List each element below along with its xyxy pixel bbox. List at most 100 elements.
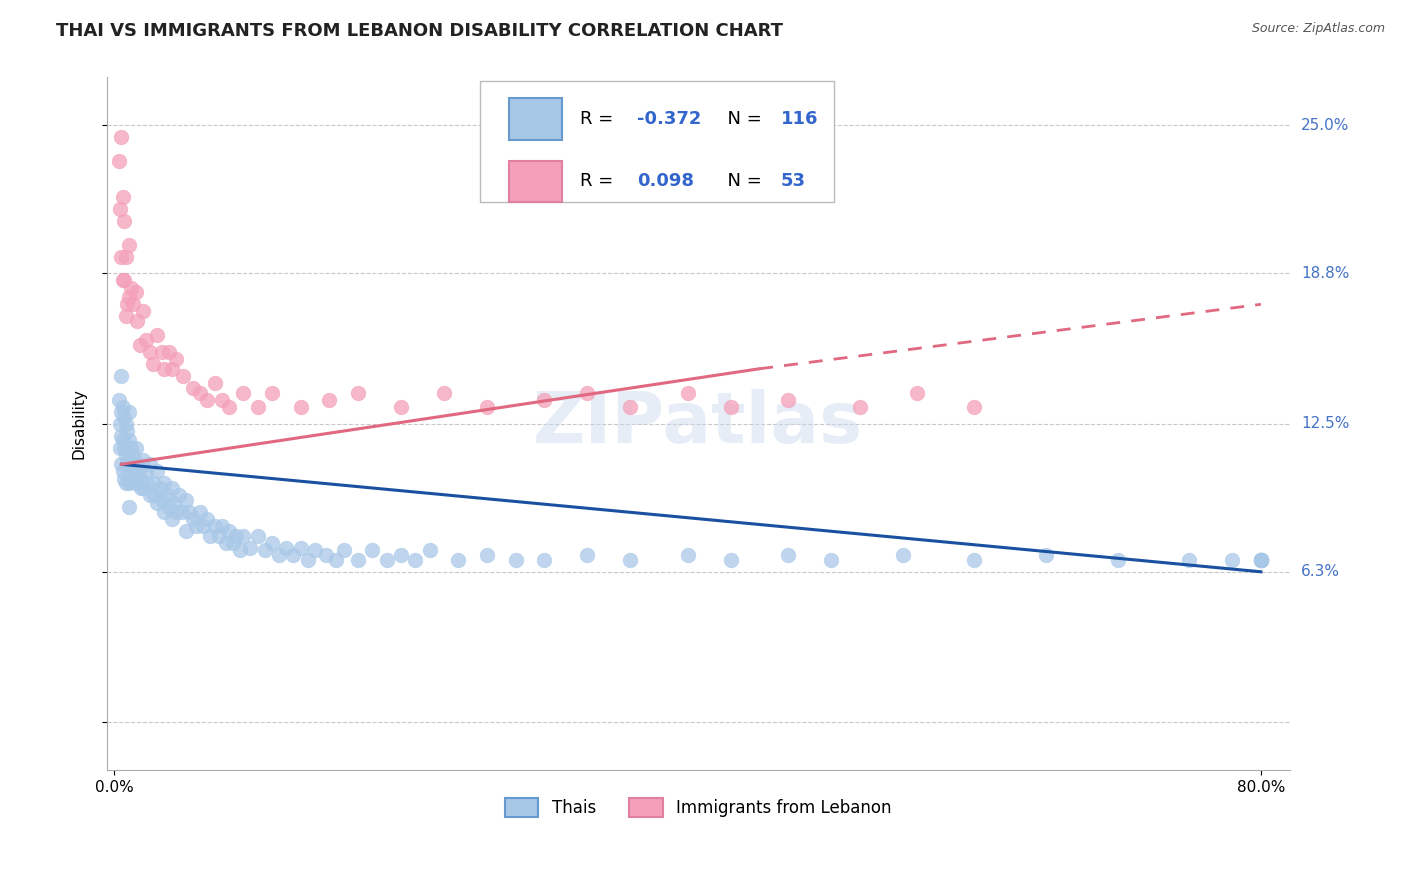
Point	[110, 458, 132, 472]
Point	[776, 392, 799, 407]
Point	[1220, 553, 1243, 567]
Point	[290, 541, 312, 555]
Point	[163, 495, 186, 509]
Text: 25.0%: 25.0%	[1302, 118, 1350, 133]
Point	[389, 400, 412, 414]
Point	[117, 452, 139, 467]
Point	[114, 250, 136, 264]
Text: 18.8%: 18.8%	[1302, 266, 1350, 281]
Point	[848, 400, 870, 414]
Point	[120, 441, 142, 455]
Point	[127, 458, 149, 472]
Point	[143, 488, 166, 502]
Bar	[509, 98, 562, 140]
Point	[1250, 553, 1272, 567]
Point	[475, 548, 498, 562]
Point	[108, 417, 131, 431]
Point	[1107, 553, 1129, 567]
Text: 116: 116	[782, 110, 818, 128]
Point	[375, 553, 398, 567]
Point	[122, 448, 145, 462]
Point	[963, 553, 986, 567]
Point	[117, 405, 139, 419]
Point	[115, 424, 138, 438]
Point	[676, 548, 699, 562]
Point	[232, 529, 254, 543]
Point	[146, 465, 169, 479]
Point	[325, 553, 347, 567]
Point	[110, 130, 132, 145]
Point	[576, 548, 599, 562]
Point	[211, 392, 233, 407]
Point	[160, 361, 183, 376]
Point	[1178, 553, 1201, 567]
Point	[260, 385, 283, 400]
Point	[111, 465, 134, 479]
Point	[676, 385, 699, 400]
Point	[153, 505, 176, 519]
Point	[111, 190, 134, 204]
Point	[433, 385, 456, 400]
Point	[246, 529, 269, 543]
Point	[1250, 553, 1272, 567]
Point	[181, 512, 204, 526]
Point	[290, 400, 312, 414]
Point	[150, 345, 173, 359]
Point	[720, 400, 742, 414]
Point	[276, 541, 298, 555]
Point	[174, 493, 197, 508]
Point	[131, 481, 153, 495]
Point	[820, 553, 842, 567]
Point	[112, 409, 135, 424]
Point	[139, 345, 162, 359]
Point	[157, 500, 180, 515]
Point	[505, 553, 527, 567]
Text: 53: 53	[782, 172, 806, 190]
Point	[111, 434, 134, 448]
Point	[142, 476, 165, 491]
Point	[115, 297, 138, 311]
Point	[128, 465, 150, 479]
Point	[619, 400, 641, 414]
Point	[146, 328, 169, 343]
Point	[191, 519, 214, 533]
Point	[208, 529, 231, 543]
Point	[1250, 553, 1272, 567]
Point	[204, 519, 226, 533]
Text: Source: ZipAtlas.com: Source: ZipAtlas.com	[1251, 22, 1385, 36]
Text: -0.372: -0.372	[637, 110, 702, 128]
Point	[122, 472, 145, 486]
Point	[107, 154, 129, 169]
Point	[108, 202, 131, 216]
Point	[125, 285, 148, 300]
Point	[135, 465, 157, 479]
Point	[129, 472, 152, 486]
Point	[222, 536, 245, 550]
Point	[891, 548, 914, 562]
Point	[139, 458, 162, 472]
Point	[120, 465, 142, 479]
Point	[304, 543, 326, 558]
Point	[153, 476, 176, 491]
Point	[110, 368, 132, 383]
Text: R =: R =	[581, 110, 619, 128]
Point	[150, 493, 173, 508]
Point	[619, 553, 641, 567]
Point	[419, 543, 441, 558]
Point	[127, 314, 149, 328]
Point	[112, 213, 135, 227]
Text: 6.3%: 6.3%	[1302, 565, 1340, 579]
Text: 12.5%: 12.5%	[1302, 417, 1350, 431]
Point	[776, 548, 799, 562]
Point	[188, 385, 211, 400]
Point	[204, 376, 226, 391]
Point	[283, 548, 305, 562]
Point	[347, 553, 370, 567]
Point	[111, 273, 134, 287]
Point	[110, 428, 132, 442]
Point	[200, 529, 222, 543]
Point	[181, 381, 204, 395]
Point	[1250, 553, 1272, 567]
Text: N =: N =	[716, 110, 768, 128]
Point	[533, 553, 555, 567]
